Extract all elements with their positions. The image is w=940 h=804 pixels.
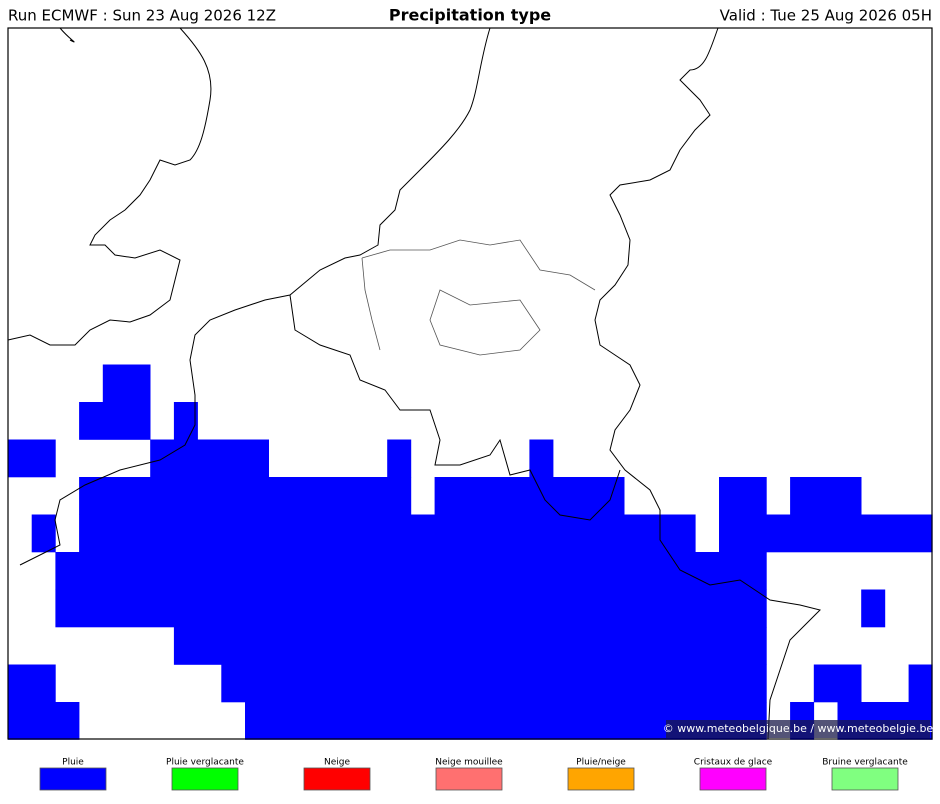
- rain-cell: [221, 664, 767, 703]
- run-label: Run ECMWF : Sun 23 Aug 2026 12Z: [8, 7, 276, 25]
- legend-swatch: [303, 767, 371, 791]
- copyright-bg: [666, 720, 930, 738]
- england-coast: [7, 27, 212, 346]
- belgium-border: [289, 294, 621, 521]
- valid-label: Valid : Tue 25 Aug 2026 05H: [720, 7, 932, 25]
- rain-cell: [55, 552, 767, 590]
- rain-cell: [719, 477, 767, 515]
- legend-swatch: [567, 767, 635, 791]
- rain-cell: [173, 402, 198, 440]
- legend: Pluie Pluie verglacante Neige Neige mouille…: [39, 758, 908, 791]
- rain-cell: [719, 514, 933, 553]
- map-frame: [7, 27, 933, 740]
- copyright: © www.meteobelgique.be / www.meteobelgie…: [663, 722, 934, 735]
- rain-cell: [150, 439, 269, 478]
- rain-cell: [8, 664, 56, 703]
- legend-label: Pluie verglacante: [166, 758, 244, 768]
- rain-cell: [8, 702, 80, 740]
- legend-swatch: [699, 767, 767, 791]
- map-title: Precipitation type: [389, 6, 551, 25]
- rain-cell: [790, 477, 862, 515]
- coastlines: [7, 27, 821, 740]
- legend-swatch: [435, 767, 503, 791]
- rain-cell: [79, 477, 412, 515]
- rain-cell: [31, 514, 56, 553]
- legend-label: Neige mouillee: [435, 758, 503, 768]
- rain-cell: [55, 589, 767, 628]
- precipitation-cells: [8, 364, 933, 740]
- rain-cell: [813, 664, 862, 703]
- rain-cell: [79, 514, 696, 553]
- legend-swatch: [39, 767, 107, 791]
- rain-cell: [79, 402, 151, 440]
- legend-swatch: [831, 767, 899, 791]
- legend-label: Pluie: [62, 758, 84, 768]
- legend-label: Cristaux de glace: [694, 758, 773, 768]
- rain-cell: [908, 664, 933, 703]
- rain-cell: [861, 589, 886, 628]
- province-borders: [361, 239, 596, 356]
- rain-cell: [434, 477, 625, 515]
- legend-label: Neige: [324, 758, 350, 768]
- legend-swatch: [171, 767, 239, 791]
- legend-label: Bruine verglacante: [822, 758, 908, 768]
- legend-label: Pluie/neige: [576, 758, 626, 768]
- rain-cell: [8, 439, 56, 478]
- rain-cell: [173, 627, 767, 665]
- germany-border: [594, 27, 821, 740]
- france-coast: [19, 27, 491, 566]
- rain-cell: [387, 439, 412, 478]
- rain-cell: [102, 364, 151, 403]
- rain-cell: [529, 439, 554, 478]
